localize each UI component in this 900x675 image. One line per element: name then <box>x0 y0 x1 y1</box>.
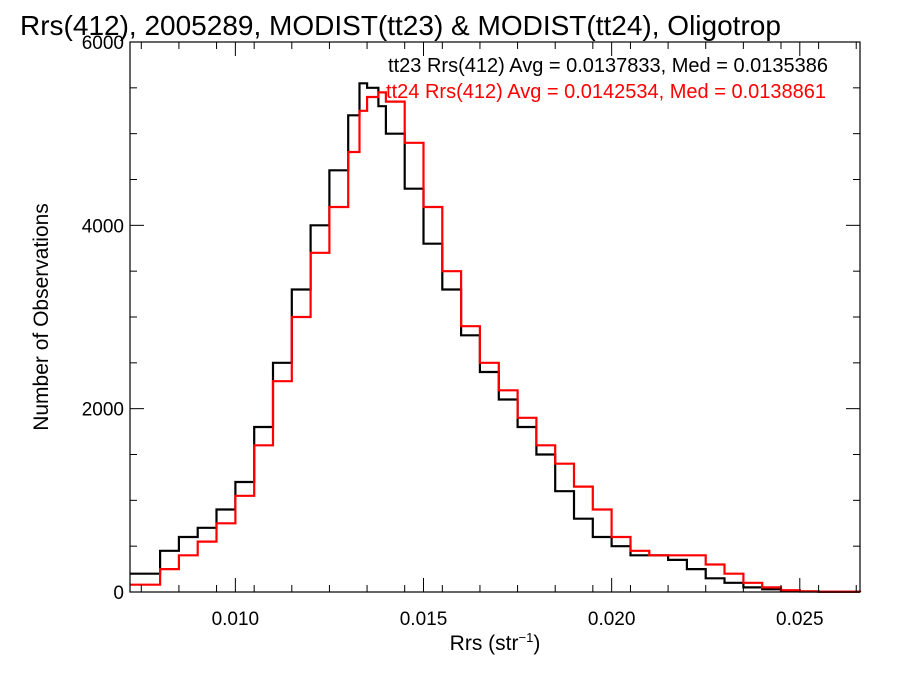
chart-title: Rrs(412), 2005289, MODIST(tt23) & MODIST… <box>20 10 781 41</box>
x-tick-label: 0.015 <box>400 609 448 630</box>
y-tick-label: 6000 <box>82 33 124 54</box>
series-tt24-line <box>130 91 862 593</box>
x-tick-label: 0.020 <box>588 609 636 630</box>
y-tick-label: 2000 <box>82 400 124 421</box>
y-tick-label: 0 <box>113 583 124 604</box>
y-tick-label: 4000 <box>82 216 124 237</box>
x-axis-label-end: ) <box>533 632 540 655</box>
legend-entry-tt23: tt23 Rrs(412) Avg = 0.0137833, Med = 0.0… <box>388 55 828 77</box>
series-layer <box>130 82 862 593</box>
series-tt23-line <box>130 82 862 593</box>
x-tick-label: 0.010 <box>212 609 260 630</box>
x-axis-label: Rrs (str−1) <box>450 630 541 655</box>
x-axis-label-main: Rrs (str <box>450 632 519 655</box>
x-axis-label-superscript: −1 <box>519 630 534 645</box>
y-axis-label: Number of Observations <box>30 203 53 431</box>
legend-entry-tt24: tt24 Rrs(412) Avg = 0.0142534, Med = 0.0… <box>386 81 826 103</box>
ticks-layer: 0 2000 4000 6000 0.010 0.015 0.020 0.025 <box>82 33 860 630</box>
x-tick-label: 0.025 <box>776 609 824 630</box>
plot-frame <box>129 41 861 593</box>
